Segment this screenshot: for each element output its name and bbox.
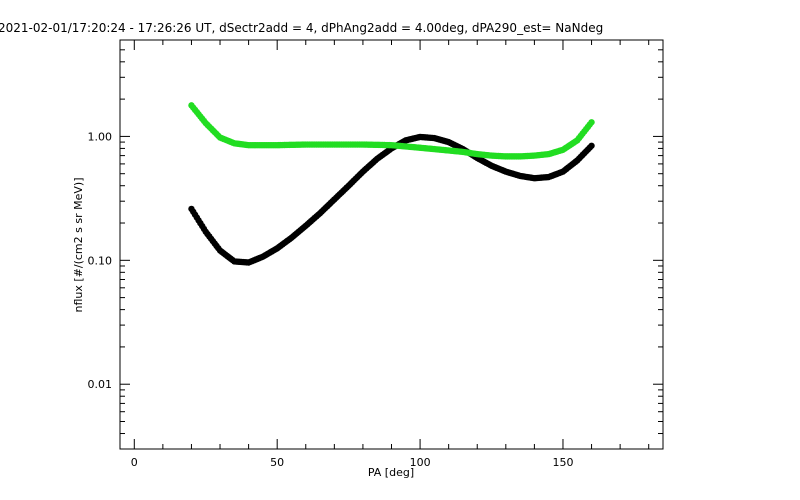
- x-tick-label: 100: [410, 456, 431, 469]
- x-tick-label: 50: [270, 456, 284, 469]
- y-axis-label: nflux [#/(cm2 s sr MeV)]: [72, 178, 85, 313]
- y-axis: 0.01 0.10 1.00: [88, 39, 663, 450]
- x-tick-label: 150: [552, 456, 573, 469]
- plot-frame: [119, 39, 664, 450]
- y-tick-label: 0.01: [88, 378, 113, 391]
- series-layer: [188, 102, 595, 266]
- series-1: [188, 133, 595, 266]
- x-axis: 0 50 100 150: [131, 40, 650, 469]
- y-tick-label: 0.10: [88, 254, 113, 267]
- series-2: [188, 102, 595, 160]
- data-point: [588, 119, 595, 126]
- x-tick-label: 0: [131, 456, 138, 469]
- x-axis-label: PA [deg]: [368, 466, 414, 479]
- chart-title: 2021-02-01/17:20:24 - 17:26:26 UT, dSect…: [0, 21, 603, 35]
- data-point: [588, 142, 595, 149]
- y-tick-label: 1.00: [88, 130, 113, 143]
